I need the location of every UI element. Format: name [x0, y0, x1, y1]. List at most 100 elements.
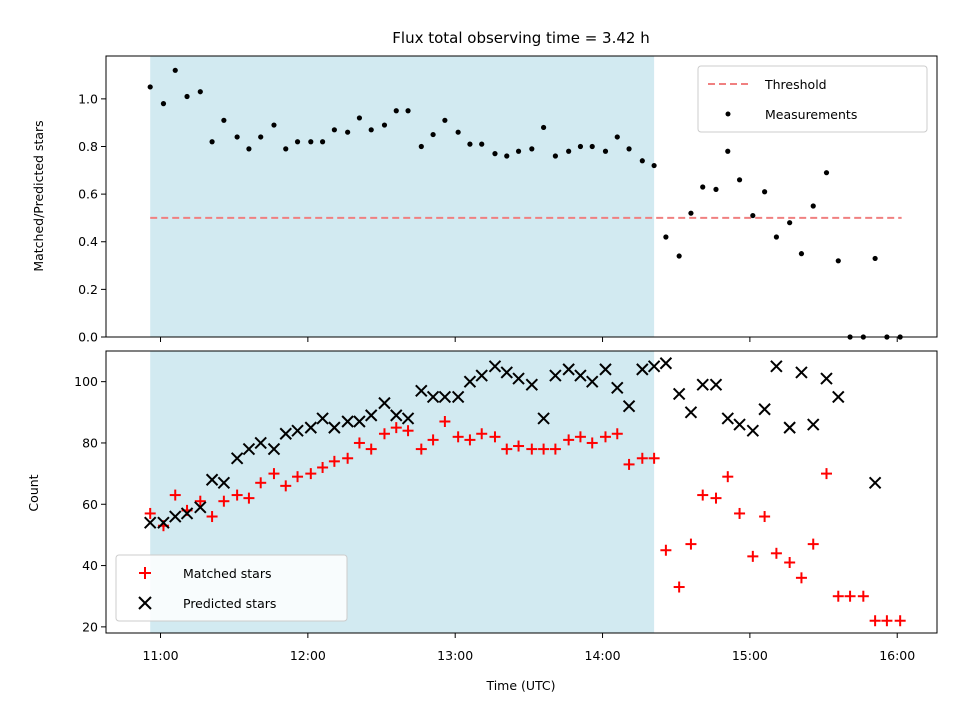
predicted-star-point [807, 418, 820, 431]
measurement-point [209, 139, 215, 145]
ratio-y-tick-label: 0.2 [78, 282, 98, 297]
matched-star-point [734, 507, 746, 519]
predicted-star-point [267, 442, 281, 456]
measurement-point [221, 117, 227, 123]
count-legend: Matched stars Predicted stars [115, 554, 348, 622]
count-x-ticks: 11:00 12:00 13:00 14:00 15:00 16:00 [143, 633, 915, 663]
time-x-tick-label: 14:00 [585, 648, 621, 663]
matched-star-point [574, 431, 586, 443]
matched-star-point [881, 615, 893, 627]
measurement-point [676, 253, 682, 259]
measurement-point [515, 148, 522, 154]
count-y-tick-label: 100 [74, 374, 98, 389]
predicted-star-point [451, 390, 465, 404]
predicted-stars-points [143, 357, 882, 529]
predicted-star-point [733, 418, 746, 431]
ratio-y-ticks: 0.0 0.2 0.4 0.6 0.8 1.0 [78, 91, 106, 345]
count-y-tick-label: 20 [82, 619, 98, 634]
measurement-point [773, 234, 779, 240]
predicted-star-point [562, 363, 575, 376]
measurement-point [602, 148, 609, 154]
matched-star-point [292, 471, 304, 483]
legend-measurements-swatch [725, 111, 731, 117]
matched-star-point [697, 489, 709, 501]
measurement-point [725, 148, 731, 154]
predicted-star-point [365, 409, 378, 422]
matched-star-point [795, 572, 807, 584]
matched-star-point [549, 443, 561, 455]
measurement-point [271, 122, 277, 128]
measurement-point [294, 139, 301, 145]
matched-star-point [513, 440, 525, 452]
predicted-star-point [304, 421, 318, 434]
count-y-axis-label: Count [26, 474, 41, 511]
measurement-point [368, 127, 374, 133]
ratio-legend: Threshold Measurements [697, 65, 928, 133]
measurement-point [455, 129, 461, 135]
ratio-y-tick-label: 1.0 [78, 91, 98, 106]
measurement-point [492, 151, 498, 157]
measurement-point [810, 203, 816, 209]
matched-star-point [415, 443, 427, 455]
ratio-panel: 0.0 0.2 0.4 0.6 0.8 1.0 Flux total observing … [31, 29, 938, 345]
matched-star-point [464, 434, 476, 446]
ratio-y-tick-label: 0.0 [78, 330, 98, 345]
chart-title: Flux total observing time = 3.42 h [392, 29, 649, 47]
measurement-point [700, 184, 706, 190]
matched-star-point [832, 590, 844, 602]
predicted-star-point [488, 360, 502, 373]
matched-star-point [563, 434, 575, 446]
predicted-star-point [415, 384, 428, 398]
measurement-point [418, 143, 424, 150]
matched-star-point [599, 431, 611, 443]
predicted-star-point [316, 412, 329, 425]
predicted-star-point [599, 363, 612, 376]
matched-star-point [231, 489, 243, 501]
measurement-point [467, 141, 473, 147]
measurement-point [184, 93, 190, 100]
predicted-star-point [143, 516, 157, 529]
predicted-star-point [832, 390, 845, 404]
time-x-tick-label: 11:00 [143, 648, 179, 663]
measurement-point [504, 153, 510, 159]
measurement-points [147, 67, 903, 340]
measurement-point [762, 189, 768, 195]
measurement-point [566, 148, 572, 154]
predicted-star-point [169, 510, 182, 523]
predicted-star-point [696, 378, 709, 391]
predicted-star-point [426, 390, 440, 404]
measurement-point [160, 101, 167, 107]
matched-star-point [747, 550, 759, 562]
measurement-point [405, 108, 411, 114]
predicted-star-point [328, 421, 341, 434]
measurement-point [577, 143, 584, 150]
predicted-star-point [341, 415, 354, 428]
predicted-star-point [353, 415, 366, 428]
measurement-point [823, 170, 830, 176]
time-x-tick-label: 16:00 [879, 648, 915, 663]
measurement-point [147, 84, 153, 90]
matched-star-point [820, 468, 832, 480]
matched-star-point [439, 416, 451, 427]
matched-star-point [722, 471, 734, 483]
predicted-star-point [390, 409, 403, 422]
legend-measurements-label: Measurements [765, 107, 857, 122]
predicted-star-point [721, 412, 734, 425]
matched-star-point [673, 581, 685, 593]
predicted-star-point [746, 424, 760, 437]
predicted-star-point [549, 369, 562, 382]
matched-star-point [427, 434, 439, 446]
matched-star-point [328, 455, 340, 467]
predicted-star-point [438, 390, 452, 404]
predicted-star-point [291, 424, 304, 437]
measurement-point [529, 146, 535, 152]
measurement-point [626, 146, 632, 152]
matched-star-point [402, 425, 414, 437]
measurement-point [345, 129, 351, 135]
predicted-star-point [401, 412, 415, 425]
measurement-point [246, 146, 252, 152]
predicted-star-point [868, 476, 882, 490]
predicted-star-point [205, 473, 219, 486]
matched-star-point [538, 443, 550, 455]
